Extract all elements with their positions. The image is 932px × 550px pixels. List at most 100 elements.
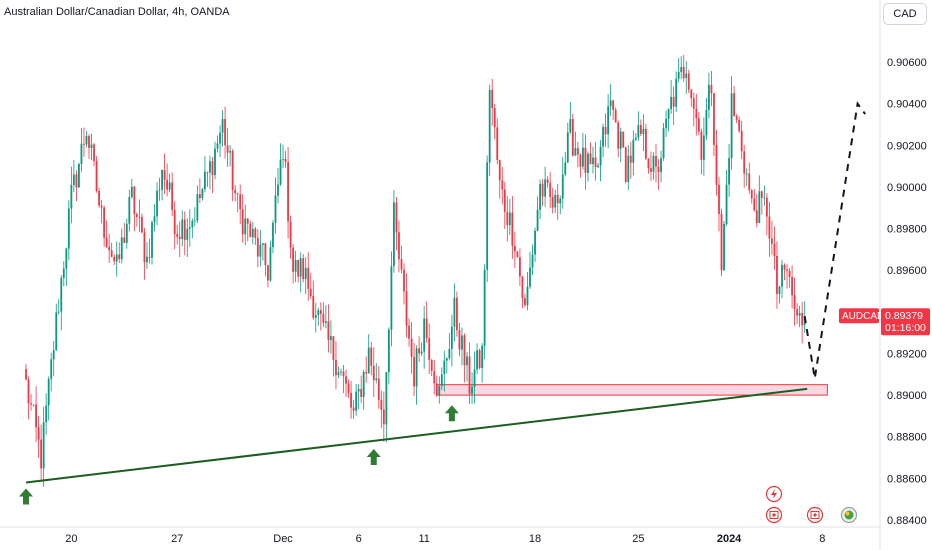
candle-body	[708, 84, 710, 110]
candle-body	[148, 256, 151, 258]
candle-body	[372, 365, 375, 381]
candle-body	[768, 216, 771, 239]
candle-body	[302, 258, 305, 280]
candle-body	[188, 227, 191, 229]
candle-body	[493, 108, 496, 128]
candle-body	[330, 336, 332, 340]
candle-body	[755, 210, 758, 223]
candle-body	[130, 186, 133, 198]
candle-body	[453, 297, 456, 327]
candle-body	[269, 247, 272, 281]
candle-body	[382, 409, 385, 425]
candle-body	[728, 158, 730, 185]
candle-body	[672, 96, 675, 107]
candle-body	[491, 89, 494, 109]
candle-body	[375, 378, 378, 381]
candle-body	[304, 267, 307, 280]
candle-body	[597, 165, 599, 168]
candle-body	[730, 93, 733, 159]
candle-body	[692, 98, 695, 109]
candle-body	[710, 84, 713, 94]
x-tick-label: Dec	[273, 533, 293, 545]
candle-body	[655, 155, 657, 167]
candle-body	[521, 276, 524, 299]
candle-body	[241, 209, 244, 235]
candle-body	[468, 356, 471, 394]
candle-body	[312, 295, 315, 318]
y-tick-label: 0.90600	[887, 57, 927, 69]
maple-leaf-glyph	[772, 513, 776, 517]
candle-body	[723, 223, 725, 271]
candle-body	[35, 404, 37, 428]
candle-body	[62, 268, 65, 278]
candle-body	[418, 348, 421, 354]
candle-body	[617, 122, 620, 149]
up-arrow-marker	[444, 405, 459, 422]
candle-body	[639, 125, 642, 135]
candle-body	[534, 230, 536, 255]
candle-body	[607, 106, 610, 135]
candle-body	[95, 161, 98, 191]
candle-body	[80, 143, 83, 164]
candle-body	[52, 350, 55, 360]
candle-body	[85, 135, 88, 145]
candle-body	[390, 266, 393, 330]
candle-body	[503, 189, 506, 212]
candle-body	[463, 335, 466, 366]
x-tick-label: 25	[632, 533, 644, 545]
x-tick-label: 27	[171, 533, 183, 545]
candle-body	[347, 383, 350, 393]
candle-body	[181, 219, 184, 240]
candle-body	[443, 360, 446, 375]
candle-body	[317, 310, 320, 316]
candle-body	[471, 386, 473, 394]
candle-body	[365, 371, 368, 374]
candle-body	[506, 211, 509, 226]
candle-body	[146, 256, 148, 263]
symbol-label: AUDCAD	[842, 311, 884, 322]
candle-body	[191, 220, 194, 228]
candle-body	[118, 254, 121, 260]
candle-body	[677, 72, 680, 79]
candle-body	[456, 297, 458, 331]
candle-body	[246, 218, 249, 224]
candle-body	[309, 288, 312, 296]
candle-body	[705, 109, 708, 136]
candle-body	[367, 347, 370, 374]
symbol-label-box	[839, 308, 879, 324]
y-tick-label: 0.89200	[887, 348, 927, 360]
candle-body	[589, 153, 592, 165]
candle-body	[587, 153, 589, 173]
candle-body	[141, 217, 143, 233]
candle-body	[32, 404, 35, 406]
candle-body	[743, 151, 746, 174]
candle-body	[47, 378, 50, 406]
currency-button[interactable]: CAD	[883, 3, 927, 25]
countdown-value: 01:16:00	[885, 322, 926, 334]
candle-body	[57, 311, 60, 313]
candle-body	[219, 132, 221, 144]
candle-body	[776, 255, 778, 295]
candle-body	[125, 223, 128, 243]
candle-body	[531, 254, 534, 268]
candle-body	[725, 184, 728, 224]
candle-body	[158, 189, 161, 191]
candle-body	[450, 326, 453, 349]
candle-body	[420, 351, 423, 354]
candle-body	[90, 144, 93, 148]
candle-body	[501, 180, 504, 190]
candle-body	[539, 183, 541, 210]
x-tick-label: 2024	[717, 533, 742, 545]
chart-title: Australian Dollar/Canadian Dollar, 4h, O…	[4, 6, 230, 18]
candle-body	[602, 126, 604, 147]
candle-body	[133, 186, 136, 215]
candle-body	[337, 372, 340, 376]
candle-body	[702, 135, 705, 160]
candle-body	[551, 196, 554, 208]
candle-body	[519, 257, 521, 277]
candle-body	[249, 223, 252, 238]
y-tick-label: 0.89000	[887, 390, 927, 402]
candle-body	[103, 207, 106, 238]
